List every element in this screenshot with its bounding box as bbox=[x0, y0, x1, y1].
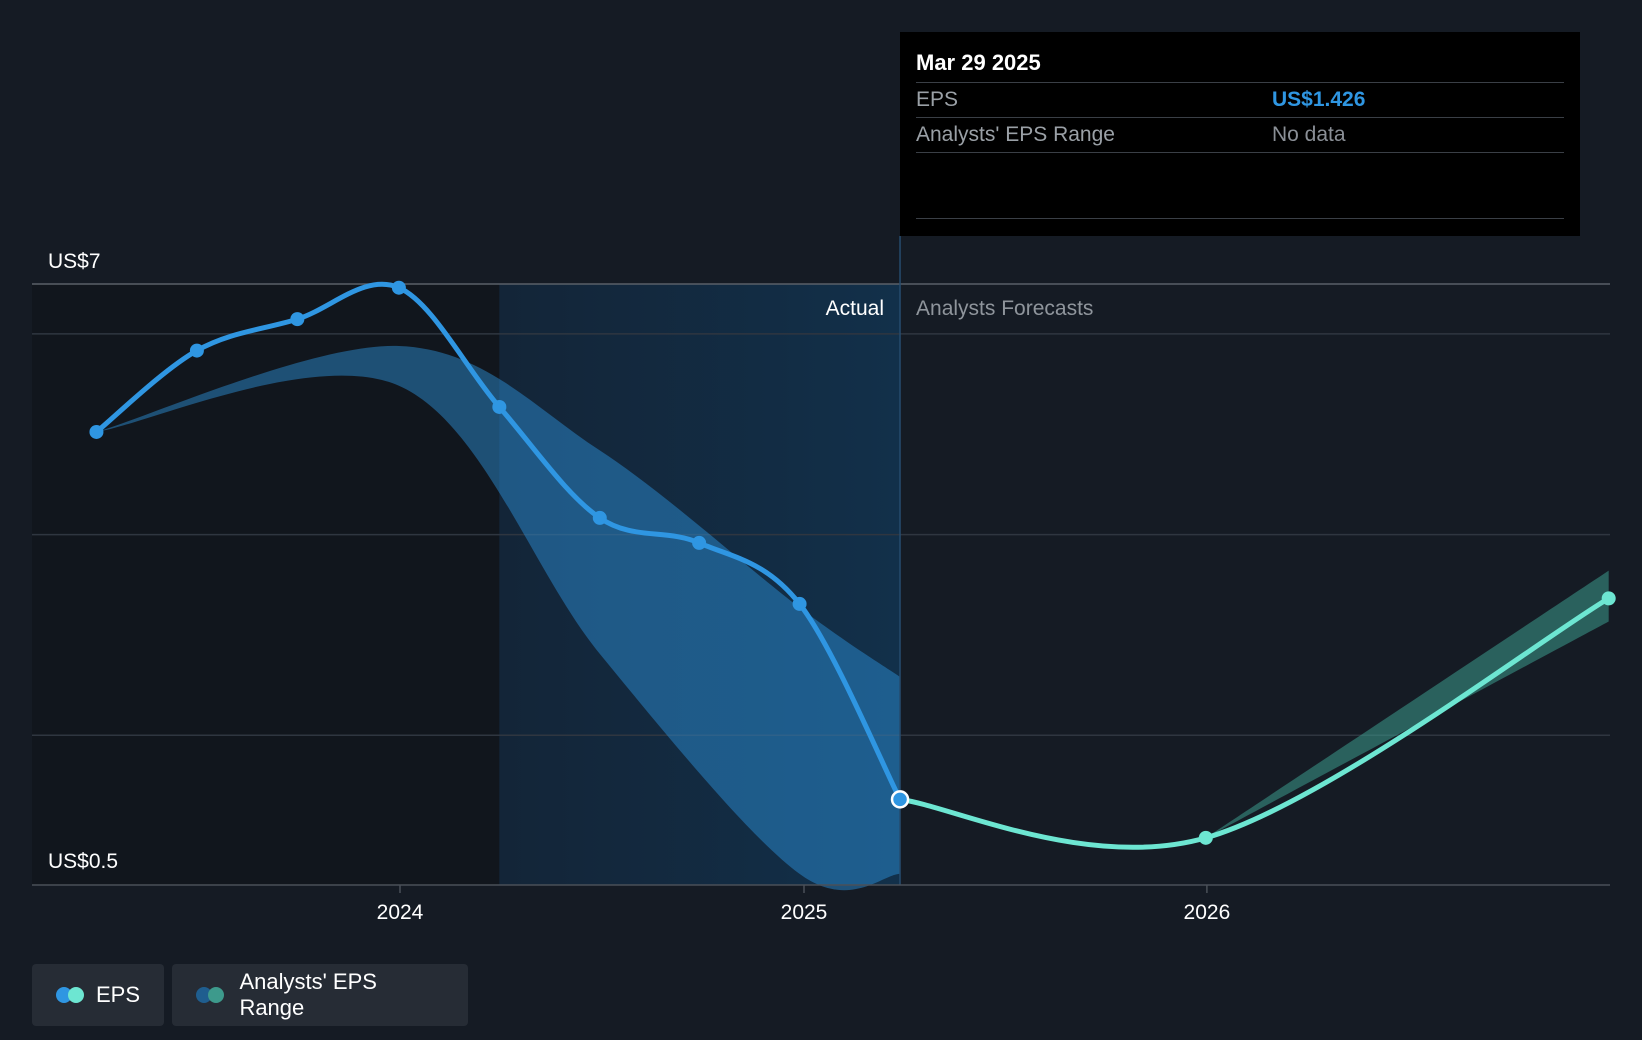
past-region-background bbox=[32, 284, 500, 885]
tooltip-row-eps: EPS US$1.426 bbox=[916, 83, 1564, 118]
y-axis-bottom-label: US$0.5 bbox=[48, 850, 118, 873]
x-tick-label: 2025 bbox=[781, 901, 828, 924]
tooltip-row-range: Analysts' EPS Range No data bbox=[916, 118, 1564, 153]
y-axis-top-label: US$7 bbox=[48, 250, 101, 273]
tooltip-divider bbox=[916, 218, 1564, 219]
x-tick-label: 2026 bbox=[1184, 901, 1231, 924]
eps-points bbox=[89, 280, 1616, 845]
eps-data-point[interactable] bbox=[592, 510, 607, 525]
legend-range-label: Analysts' EPS Range bbox=[239, 969, 377, 1020]
selected-eps-point[interactable] bbox=[890, 790, 910, 809]
eps-data-point[interactable] bbox=[89, 424, 104, 439]
legend-eps-button[interactable]: EPS bbox=[32, 964, 164, 1026]
eps-data-point[interactable] bbox=[692, 535, 707, 550]
x-tick-label: 2024 bbox=[377, 901, 424, 924]
eps-data-point[interactable] bbox=[391, 280, 406, 295]
tooltip-range-value: No data bbox=[1272, 123, 1346, 146]
analysts-eps-range-band bbox=[96, 345, 901, 891]
gridlines bbox=[32, 283, 1610, 736]
eps-data-point[interactable] bbox=[290, 312, 305, 327]
eps-forecast-line bbox=[897, 595, 1612, 850]
eps-data-point[interactable] bbox=[492, 399, 507, 414]
forecast-section-label: Analysts Forecasts bbox=[916, 297, 1093, 320]
legend-range-button[interactable]: Analysts' EPS Range bbox=[172, 964, 468, 1026]
eps-data-point[interactable] bbox=[189, 343, 204, 358]
tooltip-eps-value: US$1.426 bbox=[1272, 88, 1366, 111]
eps-data-point[interactable] bbox=[792, 596, 807, 611]
analysts-eps-range-forecast-band bbox=[1205, 570, 1609, 838]
range-legend-icon bbox=[196, 987, 225, 1003]
eps-forecast-point[interactable] bbox=[1198, 830, 1213, 845]
legend-eps-label: EPS bbox=[95, 982, 140, 1007]
hover-tooltip: Mar 29 2025 EPS US$1.426 Analysts' EPS R… bbox=[900, 32, 1580, 236]
eps-legend-icon bbox=[56, 987, 84, 1003]
eps-forecast-point[interactable] bbox=[1601, 591, 1616, 606]
tooltip-date: Mar 29 2025 bbox=[916, 46, 1564, 83]
highlight-region-background bbox=[499, 284, 901, 885]
actual-section-label: Actual bbox=[826, 297, 884, 320]
x-axis-ticks: 2024 2025 2026 bbox=[377, 885, 1231, 924]
tooltip-range-label: Analysts' EPS Range bbox=[916, 123, 1115, 146]
tooltip-eps-label: EPS bbox=[916, 88, 959, 111]
